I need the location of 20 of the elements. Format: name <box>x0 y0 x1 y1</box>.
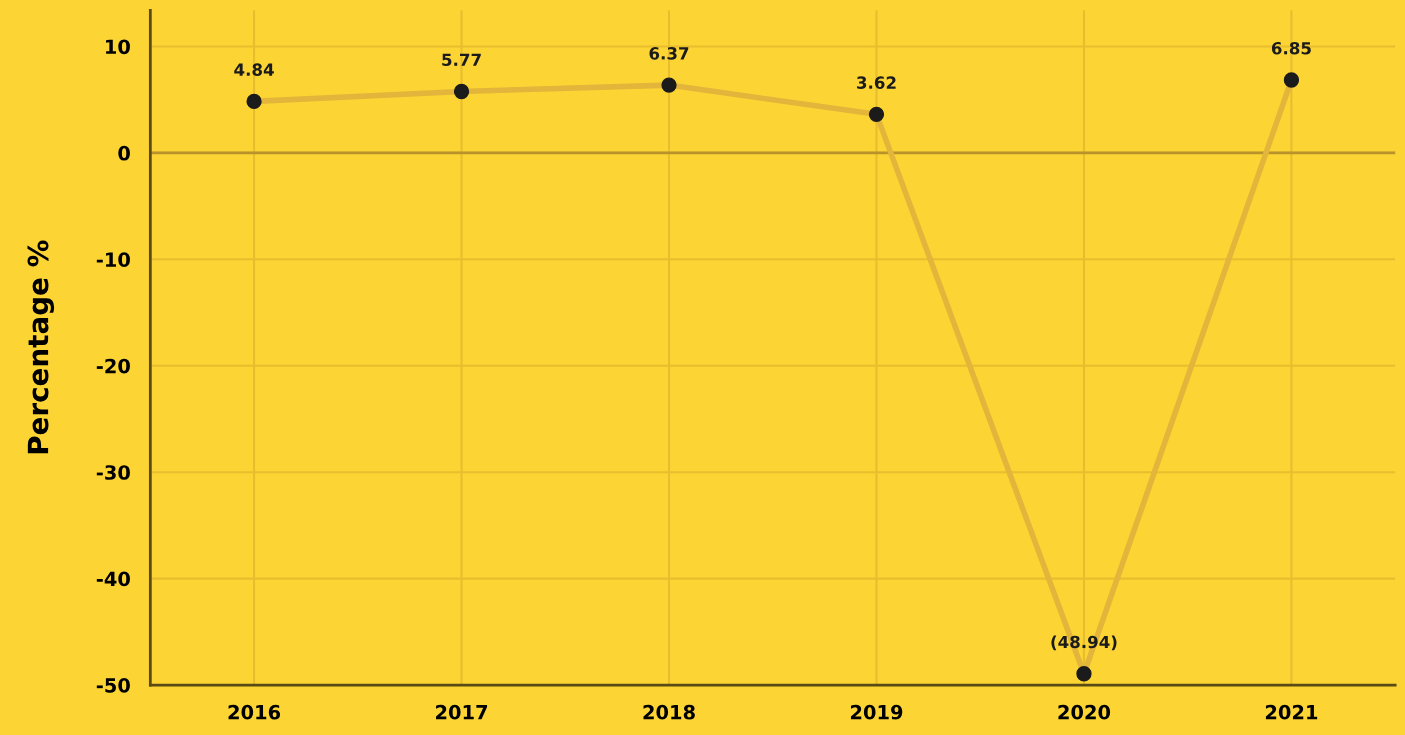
y-axis-title: Percentage % <box>27 240 55 454</box>
x-tick-label: 2017 <box>436 704 488 720</box>
y-tick-label: -50 <box>96 677 130 693</box>
data-label: 3.62 <box>857 76 896 89</box>
x-tick-label: 2021 <box>1265 704 1318 720</box>
data-label: (48.94) <box>1051 635 1117 651</box>
y-tick-label: 10 <box>106 39 130 55</box>
data-label: 6.85 <box>1271 41 1311 55</box>
x-tick-label: 2018 <box>643 704 695 720</box>
x-tick-label: 2019 <box>850 704 903 720</box>
y-tick-label: -30 <box>96 465 130 480</box>
x-tick-label: 2016 <box>228 704 281 720</box>
y-tick-label: 0 <box>118 145 130 161</box>
data-label: 4.84 <box>234 63 274 76</box>
data-label: 5.77 <box>442 53 481 67</box>
data-label: 6.37 <box>649 47 689 60</box>
x-tick-label: 2020 <box>1058 704 1111 720</box>
y-tick-label: -10 <box>96 252 130 267</box>
y-tick-label: -20 <box>96 358 130 374</box>
y-tick-label: -40 <box>96 571 130 587</box>
